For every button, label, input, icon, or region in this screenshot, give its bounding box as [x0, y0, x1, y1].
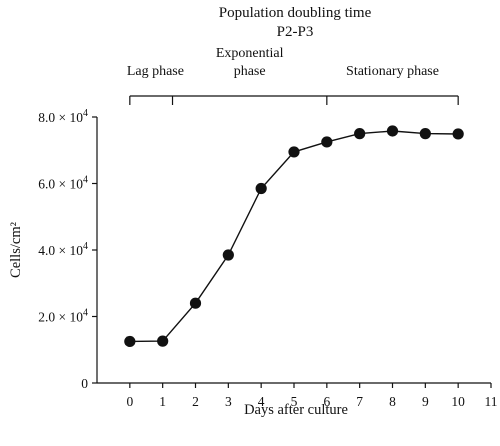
series-line	[129, 130, 459, 343]
x-tick-label: 1	[159, 394, 166, 409]
data-point	[452, 128, 464, 140]
data-point	[321, 136, 333, 148]
data-point	[157, 335, 169, 347]
chart-title: Population doubling time	[219, 5, 372, 21]
data-point	[288, 146, 300, 158]
x-tick-label: 3	[225, 394, 232, 409]
data-point	[354, 128, 366, 140]
phase-label: phase	[234, 64, 266, 79]
y-axis-label: Cells/cm²	[8, 221, 24, 278]
x-tick-label: 11	[485, 394, 498, 409]
x-tick-label: 9	[422, 394, 429, 409]
data-point	[386, 125, 399, 137]
x-tick-label: 7	[356, 394, 363, 409]
data-point	[419, 128, 431, 140]
data-point	[124, 335, 136, 348]
data-series	[124, 125, 464, 348]
phase-annotations: Lag phase Exponential phase Stationary phas…	[127, 46, 459, 105]
x-tick-label: 4	[258, 394, 265, 409]
phase-label: Stationary phase	[346, 64, 439, 79]
phase-label: Lag phase	[127, 64, 184, 79]
y-axis-ticks: 0 2.0 × 104 4.0 × 104 6.0 × 104 8.0 × 104	[38, 108, 97, 391]
x-tick-label: 0	[126, 394, 133, 409]
x-axis-ticks: 0 1 2 3 4 5 6 7 8 9 10 11	[126, 383, 498, 409]
chart-subtitle: P2-P3	[277, 24, 314, 40]
data-point	[222, 249, 234, 261]
data-point	[255, 182, 267, 195]
y-tick-label: 2.0 × 104	[38, 308, 88, 325]
x-tick-label: 10	[451, 394, 465, 409]
x-axis-label: Days after culture	[244, 402, 348, 418]
x-tick-label: 8	[389, 394, 396, 409]
x-tick-label: 6	[323, 394, 330, 409]
y-tick-label: 0	[81, 376, 88, 391]
x-tick-label: 5	[291, 394, 298, 409]
y-tick-label: 6.0 × 104	[38, 175, 88, 192]
phase-label: Exponential	[216, 46, 284, 61]
y-tick-label: 8.0 × 104	[38, 108, 88, 125]
x-tick-label: 2	[192, 394, 199, 409]
y-tick-label: 4.0 × 104	[38, 241, 88, 258]
data-point	[189, 297, 202, 309]
